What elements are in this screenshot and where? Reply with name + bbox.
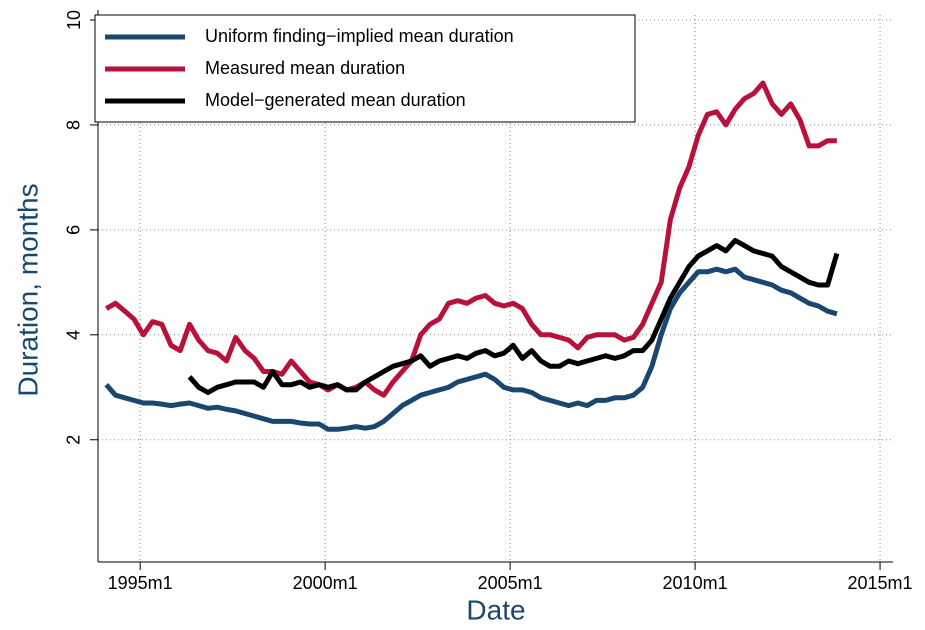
y-tick-label: 6 (64, 225, 84, 235)
x-axis-title: Date (466, 594, 525, 625)
legend-label: Measured mean duration (205, 58, 405, 78)
series-line (104, 266, 838, 432)
y-tick-label: 8 (64, 120, 84, 130)
x-tick-label: 2005m1 (478, 573, 543, 593)
legend-label: Uniform finding−implied mean duration (205, 26, 514, 46)
y-tick-label: 2 (64, 435, 84, 445)
series-line (105, 80, 837, 398)
x-tick-label: 1995m1 (108, 573, 173, 593)
legend-label: Model−generated mean duration (205, 90, 466, 110)
y-axis-title: Duration, months (12, 183, 43, 396)
y-tick-label: 4 (64, 330, 84, 340)
series-line (187, 237, 840, 395)
y-tick-label: 10 (64, 10, 84, 30)
x-tick-label: 2000m1 (293, 573, 358, 593)
x-tick-label: 2010m1 (663, 573, 728, 593)
x-tick-label: 2015m1 (848, 573, 913, 593)
